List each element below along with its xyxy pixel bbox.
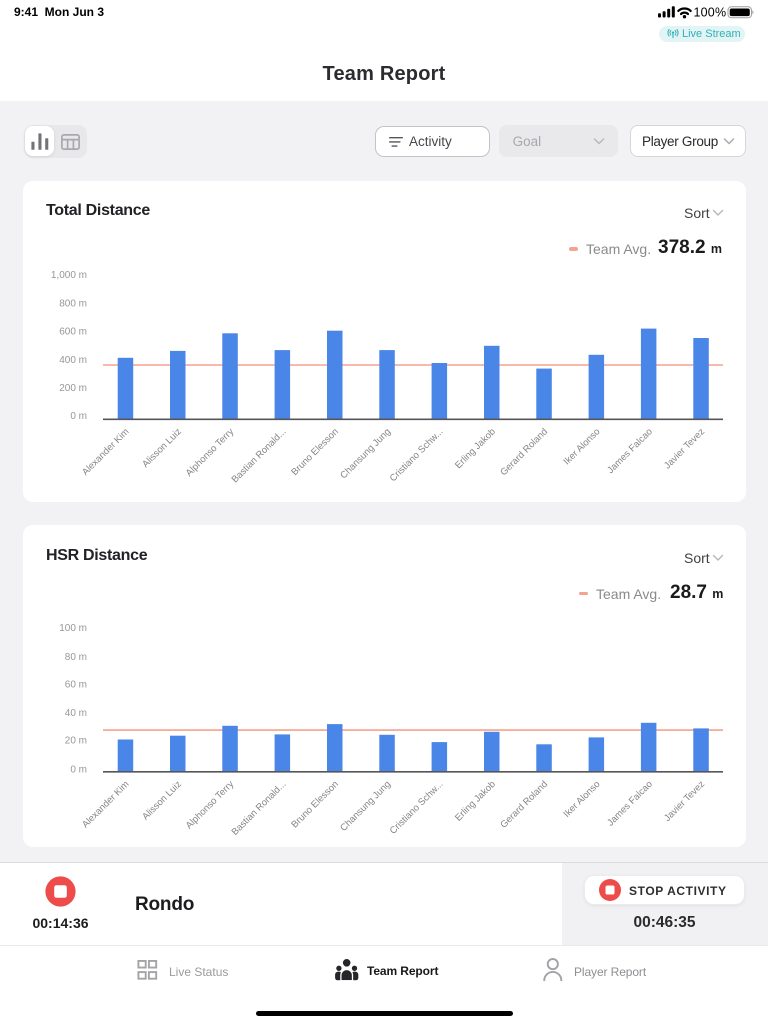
- svg-text:100%: 100%: [694, 5, 727, 19]
